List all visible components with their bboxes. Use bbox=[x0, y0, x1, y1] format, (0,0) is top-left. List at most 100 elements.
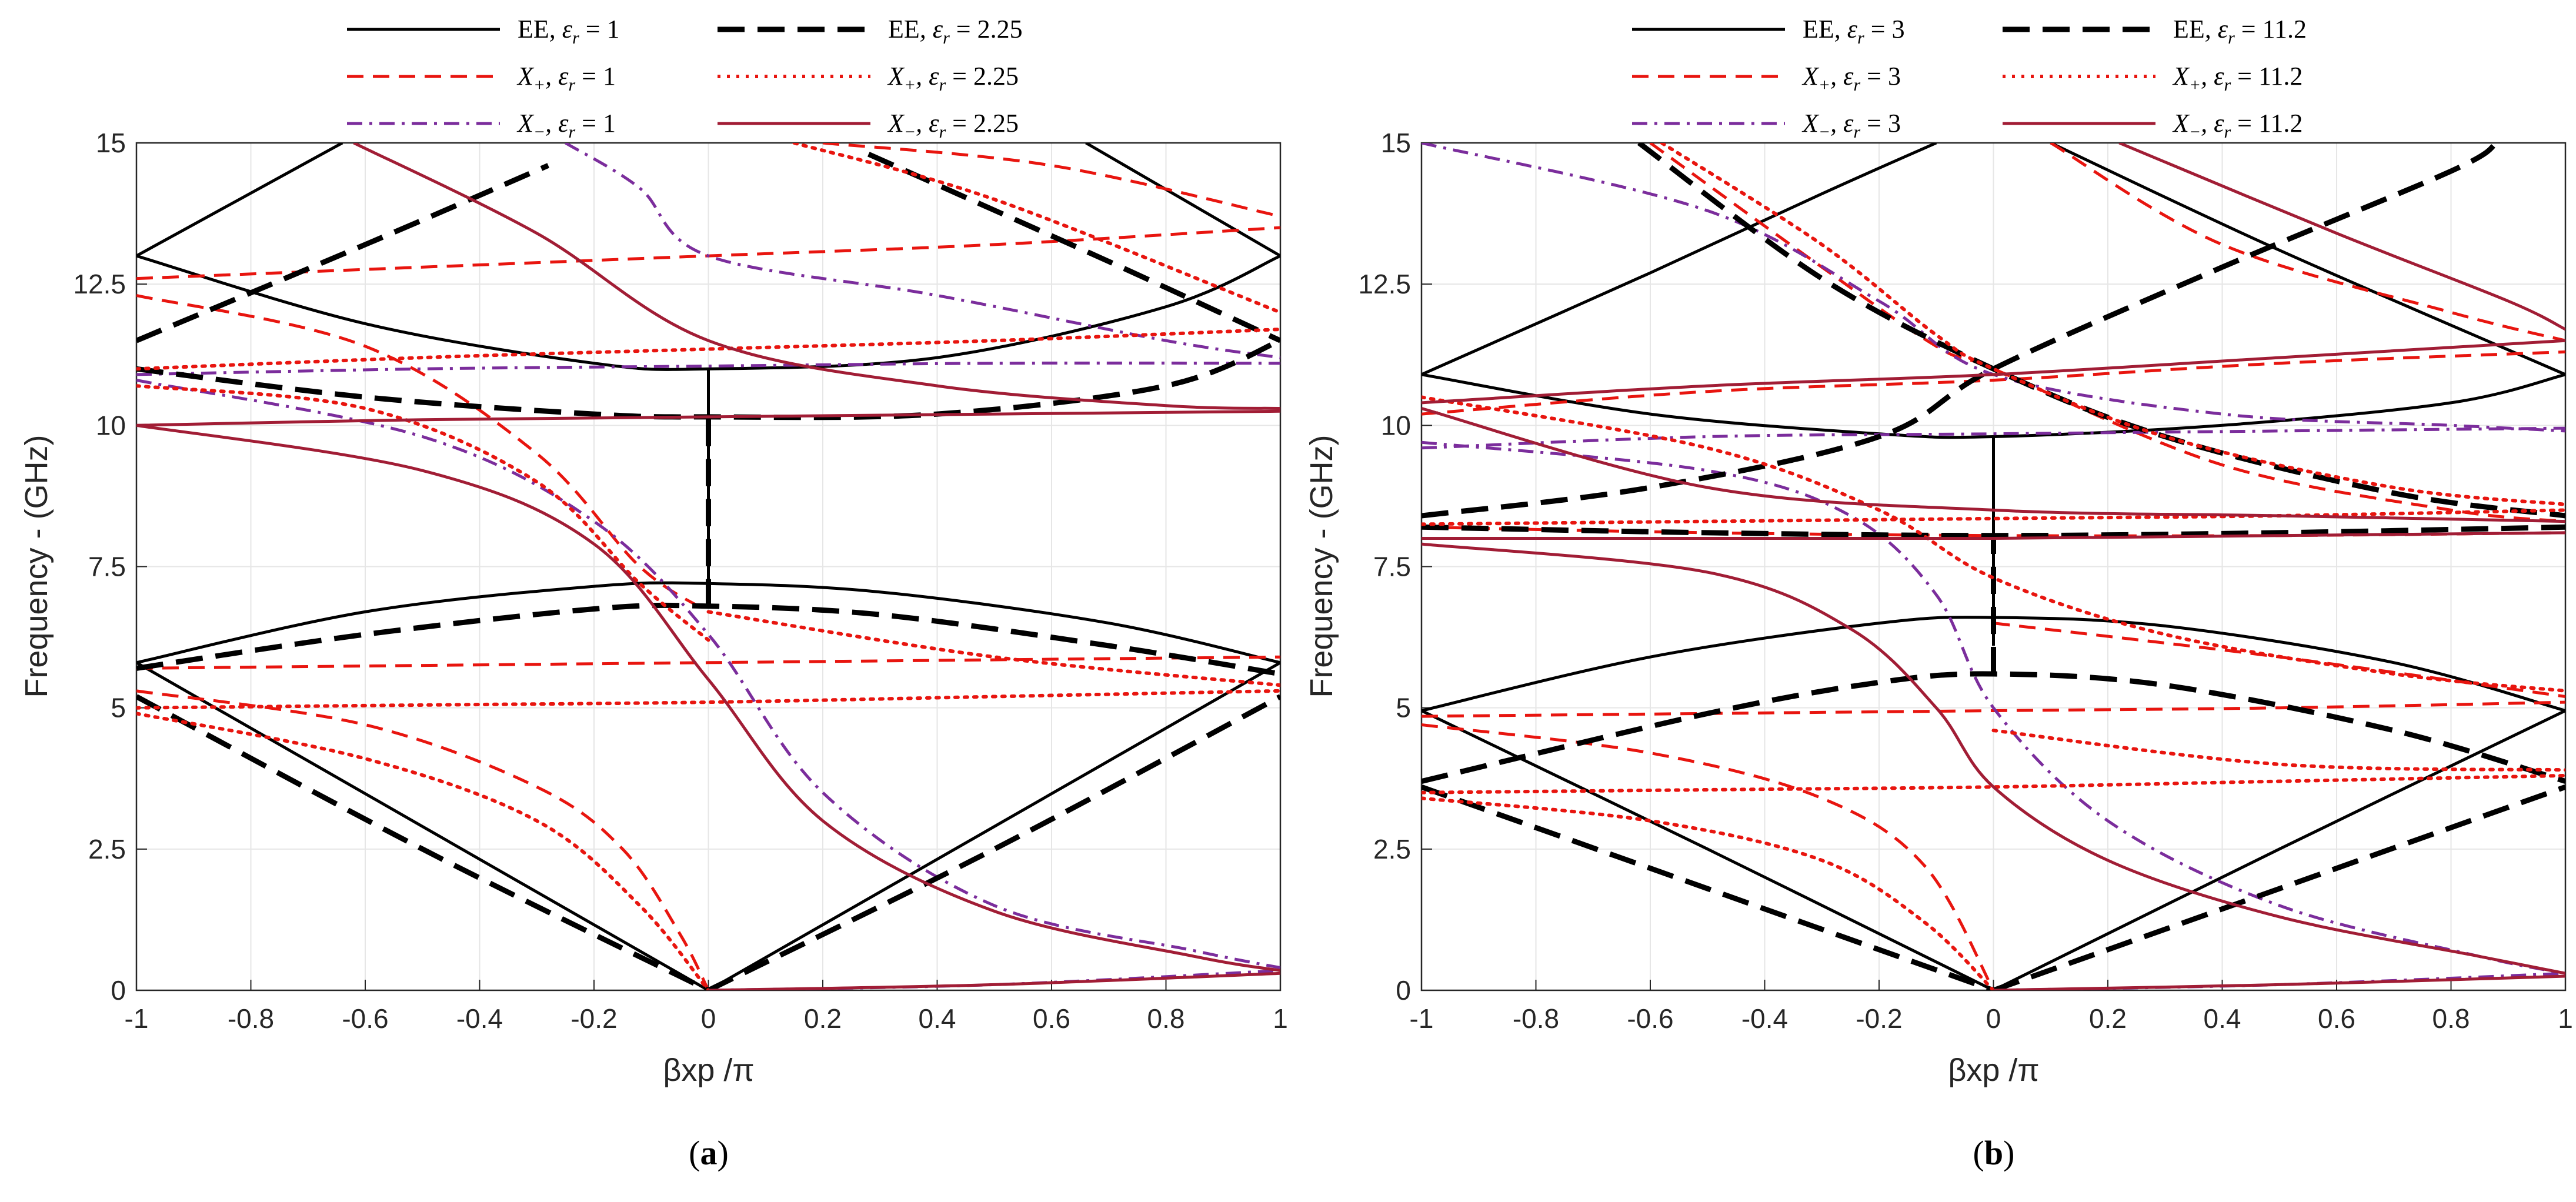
legend: EE, εr = 3 X+, εr = 3 X−, εr = 3 EE, εr = 1… bbox=[1632, 15, 2307, 142]
series-4 bbox=[136, 152, 1280, 990]
x-tick-label: -0.2 bbox=[570, 1003, 617, 1034]
series-lines bbox=[1422, 143, 2565, 990]
series-line bbox=[867, 152, 1280, 343]
series-line bbox=[708, 971, 1280, 990]
legend-label: EE, εr = 1 bbox=[518, 15, 620, 48]
panel-label: (b) bbox=[1973, 1134, 2015, 1172]
y-tick-label: 12.5 bbox=[1358, 269, 1411, 299]
legend: EE, εr = 1 X+, εr = 1 X−, εr = 1 EE, εr = 2… bbox=[347, 15, 1023, 142]
series-6 bbox=[136, 143, 1280, 990]
series-line bbox=[136, 328, 1280, 371]
series-line bbox=[1422, 395, 2565, 693]
legend-item: X+, εr = 3 bbox=[1632, 62, 1901, 95]
legend-label: X−, εr = 1 bbox=[516, 109, 616, 142]
series-line bbox=[1085, 143, 1280, 258]
panel-label-open: ( bbox=[1973, 1134, 1984, 1172]
x-tick-label: -0.8 bbox=[1513, 1003, 1559, 1034]
series-line bbox=[2050, 143, 2565, 376]
legend-label: X−, εr = 3 bbox=[1801, 109, 1901, 142]
x-tick-label: 0.6 bbox=[1033, 1003, 1070, 1034]
series-line bbox=[136, 379, 1280, 970]
x-tick-label: -0.6 bbox=[1627, 1003, 1673, 1034]
x-tick-label: 0.2 bbox=[2089, 1003, 2127, 1034]
legend-item: X−, εr = 2.25 bbox=[718, 109, 1019, 142]
series-line bbox=[136, 361, 1280, 376]
legend-label: X−, εr = 2.25 bbox=[887, 109, 1019, 142]
y-tick-label: 10 bbox=[1381, 410, 1411, 440]
series-line bbox=[1993, 709, 2565, 990]
y-tick-label: 0 bbox=[1396, 975, 1411, 1006]
series-line bbox=[1422, 508, 2565, 526]
series-line bbox=[353, 143, 1280, 410]
y-tick-label: 12.5 bbox=[73, 269, 126, 299]
legend-item: X−, εr = 11.2 bbox=[2003, 109, 2303, 142]
legend-label: X+, εr = 11.2 bbox=[2172, 62, 2303, 95]
y-tick-label: 15 bbox=[96, 128, 126, 158]
series-line bbox=[1422, 440, 2565, 975]
x-tick-label: 1 bbox=[2558, 1003, 2573, 1034]
series-line bbox=[1422, 350, 2565, 416]
legend-item: EE, εr = 1 bbox=[347, 15, 620, 48]
y-tick-label: 7.5 bbox=[1373, 552, 1411, 582]
series-line bbox=[708, 969, 1280, 990]
x-tick-label: -0.8 bbox=[228, 1003, 274, 1034]
legend-item: X+, εr = 11.2 bbox=[2003, 62, 2303, 95]
series-line bbox=[136, 143, 343, 258]
series-line bbox=[706, 610, 1280, 687]
x-tick-label: 0.4 bbox=[919, 1003, 956, 1034]
x-tick-label: 0 bbox=[1986, 1003, 2001, 1034]
series-line bbox=[136, 163, 549, 343]
legend-label: X−, εr = 11.2 bbox=[2172, 109, 2303, 142]
series-line bbox=[1422, 143, 1937, 376]
series-line bbox=[1422, 709, 1994, 990]
x-tick-label: 0.8 bbox=[2432, 1003, 2470, 1034]
series-line bbox=[1422, 426, 2565, 450]
series-line bbox=[136, 712, 710, 990]
series-line bbox=[792, 143, 1280, 315]
series-line bbox=[707, 694, 1280, 990]
series-line bbox=[136, 384, 710, 642]
panel-label: (a) bbox=[689, 1134, 729, 1172]
series-line bbox=[136, 409, 1280, 427]
series-line bbox=[136, 423, 1280, 972]
legend-item: X−, εr = 3 bbox=[1632, 109, 1901, 142]
legend-item: EE, εr = 11.2 bbox=[2003, 15, 2307, 48]
series-line bbox=[1993, 974, 2565, 990]
tick-labels: -1 -0.8 -0.6 -0.4 -0.2 0 0.2 0.4 0.6 0.8 102.557.5… bbox=[1358, 128, 2572, 1034]
y-tick-label: 5 bbox=[111, 693, 126, 723]
panel-label-close: ) bbox=[2003, 1134, 2014, 1172]
series-line bbox=[1422, 542, 2565, 975]
series-line bbox=[136, 689, 710, 990]
series-5 bbox=[1422, 143, 2565, 990]
x-tick-label: 0 bbox=[701, 1003, 716, 1034]
series-4 bbox=[1422, 143, 2565, 990]
y-axis-label: Frequency - (GHz) bbox=[19, 435, 54, 697]
x-tick-label: -1 bbox=[125, 1003, 149, 1034]
x-axis-label: βxp /π bbox=[663, 1053, 754, 1088]
legend-item: EE, εr = 2.25 bbox=[718, 15, 1023, 48]
series-line bbox=[1422, 773, 2565, 794]
legend-label: X+, εr = 3 bbox=[1801, 62, 1901, 95]
x-tick-label: 0.6 bbox=[2318, 1003, 2355, 1034]
series-line bbox=[1422, 796, 1996, 990]
y-axis-label: Frequency - (GHz) bbox=[1304, 435, 1339, 697]
series-line bbox=[2050, 143, 2565, 342]
series-line bbox=[136, 689, 1280, 710]
panel-label-close: ) bbox=[718, 1134, 729, 1172]
series-line bbox=[822, 143, 1280, 218]
y-tick-label: 10 bbox=[96, 410, 126, 440]
x-tick-label: 0.8 bbox=[1147, 1003, 1185, 1034]
series-5 bbox=[136, 143, 1280, 990]
panel-label-letter: a bbox=[700, 1134, 718, 1172]
legend-label: EE, εr = 11.2 bbox=[2173, 15, 2307, 48]
chart-panel-a: -1 -0.8 -0.6 -0.4 -0.2 0 0.2 0.4 0.6 0.8 102.557.5… bbox=[19, 15, 1288, 1172]
series-line bbox=[2118, 143, 2565, 331]
series-line bbox=[1422, 723, 1995, 990]
panel-label-letter: b bbox=[1984, 1134, 2003, 1172]
series-line bbox=[1422, 143, 2498, 519]
series-line bbox=[136, 655, 1280, 670]
series-line bbox=[136, 602, 1280, 677]
y-tick-label: 7.5 bbox=[88, 552, 126, 582]
series-line bbox=[1422, 784, 1995, 990]
